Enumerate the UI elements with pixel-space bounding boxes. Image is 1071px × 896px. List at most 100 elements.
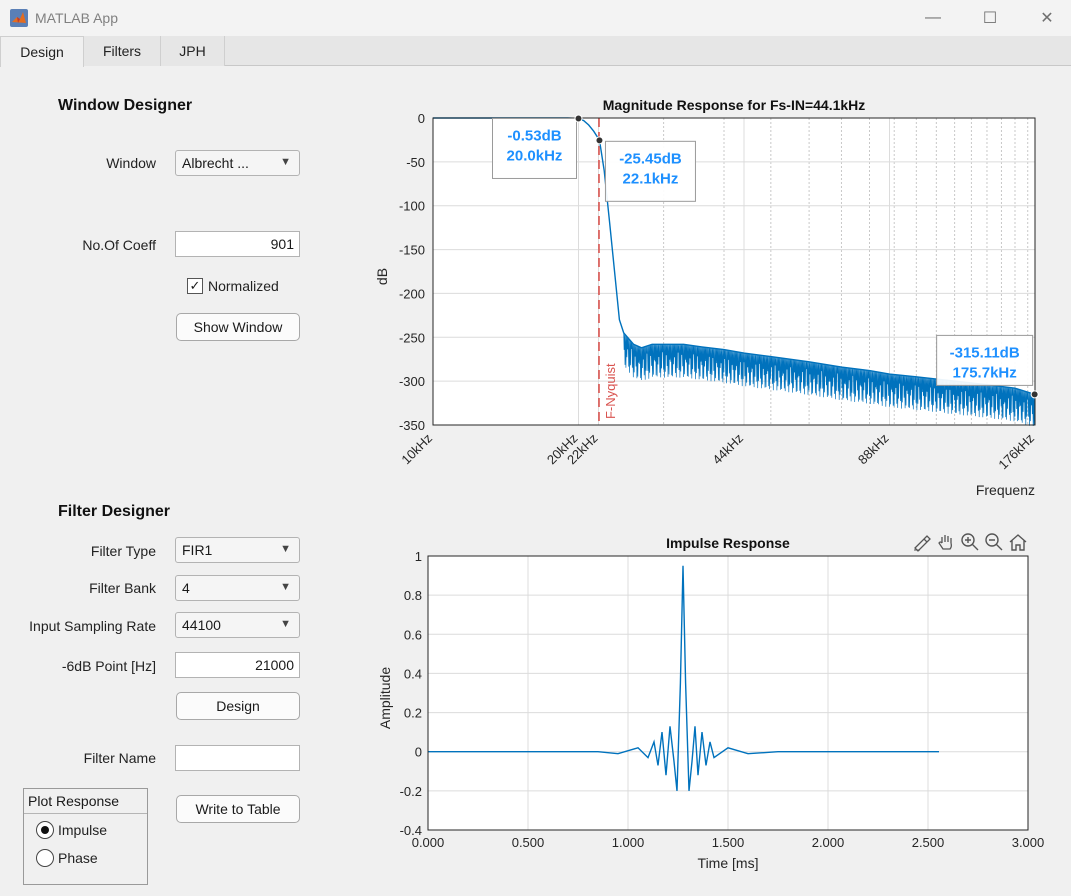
show-window-button[interactable]: Show Window: [176, 313, 300, 341]
y-tick-label: -100: [399, 199, 425, 214]
point-label: -6dB Point [Hz]: [61, 658, 156, 674]
window-designer-title: Window Designer: [58, 97, 193, 114]
chart-title: Magnitude Response for Fs-IN=44.1kHz: [603, 97, 866, 113]
x-tick-label: 2.500: [912, 835, 945, 850]
chevron-down-icon: ▼: [280, 156, 291, 168]
impulse-radio[interactable]: [36, 821, 54, 839]
filter-type-label: Filter Type: [90, 543, 156, 559]
home-icon[interactable]: [1008, 532, 1028, 552]
chart-title: Impulse Response: [666, 535, 790, 551]
filter-bank-value: 4: [182, 580, 190, 596]
tab-jph[interactable]: JPH: [161, 36, 225, 66]
chevron-down-icon: ▼: [280, 581, 291, 593]
datatip-marker: [1030, 390, 1039, 399]
y-tick-label: -0.2: [400, 784, 422, 799]
tab-filters[interactable]: Filters: [84, 36, 161, 66]
axes-box: [427, 555, 1029, 831]
datatip-value: -315.11dB: [950, 344, 1020, 361]
nyquist-label: F-Nyquist: [603, 363, 618, 419]
magnitude-response-chart[interactable]: F-Nyquist 0 -50 -100 -150 -200 -250 -300 -35010k…: [360, 90, 1060, 510]
minimize-button[interactable]: —: [925, 9, 941, 26]
axes-box: [432, 117, 1036, 426]
window-dropdown-value: Albrecht ...: [182, 155, 249, 171]
filter-type-value: FIR1: [182, 542, 213, 558]
design-button[interactable]: Design: [176, 692, 300, 720]
y-tick-label: -200: [399, 286, 425, 301]
datatip-value: -0.53dB: [507, 127, 561, 144]
x-tick-label: 44kHz: [709, 431, 746, 468]
y-tick-label: -250: [399, 330, 425, 345]
datatip-frequency: 22.1kHz: [623, 170, 679, 187]
y-tick-label: 1: [415, 549, 422, 564]
tab-design[interactable]: Design: [0, 36, 84, 67]
y-tick-label: 0.6: [404, 627, 422, 642]
y-tick-label: -350: [399, 418, 425, 433]
normalized-label: Normalized: [208, 278, 279, 294]
filter-name-label: Filter Name: [83, 750, 156, 766]
x-tick-label: 3.000: [1012, 835, 1045, 850]
sampling-rate-value: 44100: [182, 617, 221, 633]
x-tick-label: 176kHz: [995, 431, 1037, 473]
x-tick-label: 10kHz: [398, 431, 435, 468]
datatip-box: [491, 117, 577, 179]
y-tick-label: -150: [399, 243, 425, 258]
y-tick-label: 0.2: [404, 706, 422, 721]
y-tick-label: -50: [406, 155, 425, 170]
impulse-response-chart[interactable]: 1 0.8 0.6 0.4 0.2 0 -0.2 -0.40.000 0.500 1.000 1.5…: [360, 528, 1060, 878]
datatip-marker: [574, 114, 583, 123]
write-to-table-button[interactable]: Write to Table: [176, 795, 300, 823]
x-tick-label: 0.500: [512, 835, 545, 850]
window-dropdown[interactable]: Albrecht ... ▼: [175, 150, 300, 176]
checkmark-icon: ✓: [189, 278, 201, 293]
filter-name-input[interactable]: [175, 745, 300, 771]
coeff-input[interactable]: 901: [175, 231, 300, 257]
coeff-label: No.Of Coeff: [82, 237, 156, 253]
datatip-marker: [595, 136, 604, 145]
chevron-down-icon: ▼: [280, 618, 291, 630]
plot-response-group: Plot Response Impulse Phase: [23, 788, 148, 885]
datatip-value: -25.45dB: [619, 150, 682, 167]
x-axis-label: Frequenz: [976, 482, 1035, 498]
window-title: MATLAB App: [35, 10, 119, 26]
title-bar: MATLAB App — ☐ ✕: [0, 0, 1071, 36]
y-axis-label: dB: [374, 268, 390, 285]
x-tick-label: 0.000: [412, 835, 445, 850]
x-tick-label: 88kHz: [855, 431, 892, 468]
impulse-radio-label: Impulse: [58, 822, 108, 838]
phase-radio[interactable]: [36, 849, 54, 867]
window-label: Window: [106, 155, 156, 171]
impulse-series-line: [428, 565, 939, 791]
brush-icon[interactable]: [912, 532, 932, 552]
close-button[interactable]: ✕: [1040, 10, 1054, 27]
y-tick-label: 0.4: [404, 666, 422, 681]
chevron-down-icon: ▼: [280, 543, 291, 555]
x-axis-label: Time [ms]: [698, 855, 759, 871]
y-tick-label: 0: [415, 745, 422, 760]
pan-hand-icon[interactable]: [936, 532, 956, 552]
sampling-rate-dropdown[interactable]: 44100 ▼: [175, 612, 300, 638]
point-input[interactable]: 21000: [175, 652, 300, 678]
plot-response-title: Plot Response: [24, 789, 147, 814]
normalized-checkbox[interactable]: ✓: [187, 278, 203, 294]
x-tick-label: 1.000: [612, 835, 645, 850]
datatip-box: [604, 140, 696, 202]
y-axis-label: Amplitude: [377, 667, 393, 729]
axes-toolbar: [912, 530, 1028, 554]
y-tick-label: 0: [418, 111, 425, 126]
maximize-button[interactable]: ☐: [982, 10, 998, 27]
zoom-out-icon[interactable]: [984, 532, 1004, 552]
y-tick-label: 0.8: [404, 588, 422, 603]
sampling-rate-label: Input Sampling Rate: [29, 618, 156, 634]
filter-type-dropdown[interactable]: FIR1 ▼: [175, 537, 300, 563]
filter-bank-label: Filter Bank: [89, 580, 156, 596]
zoom-in-icon[interactable]: [960, 532, 980, 552]
matlab-logo-icon: [10, 9, 28, 27]
stopband-ripple: [623, 332, 1036, 427]
datatip-frequency: 175.7kHz: [953, 364, 1017, 381]
phase-radio-label: Phase: [58, 850, 98, 866]
datatip-box: [936, 334, 1034, 386]
y-tick-label: -300: [399, 374, 425, 389]
x-tick-label: 1.500: [712, 835, 745, 850]
x-tick-label: 2.000: [812, 835, 845, 850]
filter-bank-dropdown[interactable]: 4 ▼: [175, 575, 300, 601]
